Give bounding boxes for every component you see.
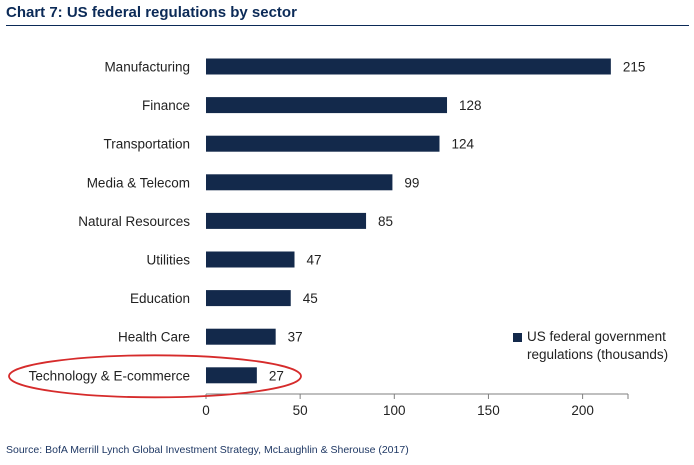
value-label: 47 — [307, 253, 322, 268]
value-label: 45 — [303, 291, 318, 306]
category-label: Finance — [142, 98, 190, 113]
x-tick-label: 150 — [477, 403, 500, 418]
bar-media-telecom — [206, 174, 393, 191]
value-label: 128 — [459, 98, 482, 113]
value-label: 215 — [623, 60, 646, 75]
category-label: Technology & E-commerce — [29, 368, 190, 383]
category-label: Natural Resources — [78, 214, 190, 229]
category-label: Health Care — [118, 330, 190, 345]
value-label: 99 — [404, 175, 419, 190]
legend-label: US federal government regulations (thous… — [527, 329, 669, 362]
title-divider — [6, 25, 689, 26]
bar-utilities — [206, 251, 295, 268]
category-label: Education — [130, 291, 190, 306]
chart-legend: US federal government regulations (thous… — [513, 328, 683, 364]
x-tick-label: 200 — [571, 403, 594, 418]
value-label: 37 — [288, 330, 303, 345]
value-label: 85 — [378, 214, 393, 229]
bar-health-care — [206, 328, 276, 345]
bar-technology-e-commerce — [206, 367, 257, 384]
bar-manufacturing — [206, 58, 611, 75]
category-label: Media & Telecom — [87, 175, 190, 190]
category-label: Transportation — [103, 137, 190, 152]
bar-natural-resources — [206, 212, 367, 229]
bar-finance — [206, 97, 448, 114]
category-label: Utilities — [146, 253, 190, 268]
bar-education — [206, 290, 291, 307]
legend-swatch — [513, 333, 522, 342]
value-label: 124 — [451, 137, 474, 152]
bar-transportation — [206, 135, 440, 152]
x-tick-label: 100 — [383, 403, 406, 418]
value-label: 27 — [269, 368, 284, 383]
chart-title: Chart 7: US federal regulations by secto… — [6, 4, 297, 21]
bar-chart: Manufacturing 215 Finance 128 Transportation… — [8, 58, 646, 418]
x-tick-label: 50 — [293, 403, 308, 418]
category-label: Manufacturing — [104, 60, 190, 75]
x-tick-label: 0 — [202, 403, 210, 418]
highlight-ellipse — [8, 354, 302, 399]
source-note: Source: BofA Merrill Lynch Global Invest… — [6, 444, 409, 456]
